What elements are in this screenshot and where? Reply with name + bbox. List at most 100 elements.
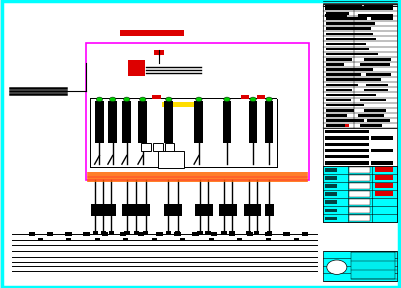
- Bar: [123, 238, 128, 241]
- Bar: [229, 231, 235, 235]
- Bar: [345, 124, 349, 127]
- Bar: [325, 168, 337, 172]
- Bar: [134, 231, 139, 235]
- Bar: [326, 124, 349, 127]
- Bar: [326, 48, 369, 50]
- Bar: [371, 161, 393, 165]
- Bar: [325, 209, 337, 212]
- Bar: [326, 78, 381, 81]
- Bar: [375, 191, 393, 196]
- Bar: [326, 12, 349, 15]
- Circle shape: [96, 97, 103, 102]
- Bar: [326, 89, 352, 91]
- Bar: [266, 238, 271, 241]
- Bar: [241, 95, 249, 99]
- Bar: [284, 232, 290, 236]
- Bar: [325, 5, 362, 10]
- Bar: [246, 231, 251, 235]
- Circle shape: [109, 97, 116, 102]
- Bar: [247, 232, 253, 236]
- Bar: [192, 232, 199, 236]
- Bar: [267, 231, 272, 235]
- Bar: [326, 63, 344, 66]
- Bar: [349, 183, 370, 189]
- Bar: [229, 232, 235, 236]
- Bar: [325, 177, 337, 180]
- Bar: [325, 14, 347, 17]
- Bar: [221, 231, 227, 235]
- Bar: [367, 119, 390, 122]
- Bar: [108, 101, 117, 143]
- Bar: [375, 183, 393, 188]
- Bar: [101, 232, 108, 236]
- Bar: [174, 232, 181, 236]
- Bar: [325, 155, 369, 158]
- Bar: [371, 17, 393, 20]
- Bar: [141, 204, 150, 216]
- Bar: [323, 251, 397, 281]
- Bar: [195, 204, 205, 216]
- Bar: [326, 7, 364, 10]
- Bar: [109, 231, 114, 235]
- Bar: [349, 167, 370, 173]
- Bar: [90, 99, 91, 168]
- Circle shape: [140, 97, 146, 102]
- Circle shape: [196, 97, 202, 102]
- Bar: [323, 4, 397, 6]
- Bar: [375, 167, 393, 173]
- Bar: [152, 238, 156, 241]
- Bar: [326, 73, 361, 76]
- Bar: [364, 5, 393, 9]
- Bar: [197, 231, 203, 235]
- Bar: [120, 30, 184, 36]
- Bar: [122, 101, 131, 143]
- Bar: [203, 204, 213, 216]
- Bar: [358, 14, 393, 17]
- Bar: [364, 7, 393, 10]
- Bar: [29, 232, 35, 236]
- Bar: [364, 109, 386, 111]
- Bar: [265, 101, 273, 143]
- Bar: [164, 101, 173, 143]
- Bar: [90, 167, 277, 168]
- Bar: [323, 166, 397, 222]
- Bar: [360, 99, 386, 101]
- Bar: [364, 58, 391, 60]
- Bar: [326, 94, 376, 96]
- Bar: [141, 143, 151, 151]
- Bar: [371, 136, 393, 140]
- Bar: [325, 143, 369, 146]
- Bar: [366, 73, 391, 76]
- Circle shape: [166, 97, 172, 102]
- Bar: [277, 99, 278, 168]
- Bar: [86, 43, 309, 180]
- Bar: [122, 204, 132, 216]
- Bar: [325, 200, 337, 204]
- Bar: [223, 101, 231, 143]
- Bar: [95, 238, 99, 241]
- Bar: [349, 199, 370, 205]
- Bar: [211, 232, 217, 236]
- Bar: [107, 204, 116, 216]
- Bar: [294, 238, 299, 241]
- Bar: [326, 84, 358, 86]
- Bar: [153, 143, 163, 151]
- Bar: [326, 104, 364, 107]
- Bar: [358, 114, 384, 117]
- Bar: [326, 109, 354, 111]
- Bar: [325, 149, 369, 152]
- Bar: [254, 231, 259, 235]
- Bar: [375, 175, 393, 181]
- Bar: [323, 6, 397, 128]
- Circle shape: [124, 97, 130, 102]
- Bar: [227, 204, 237, 216]
- Bar: [143, 231, 148, 235]
- Bar: [326, 99, 351, 101]
- Bar: [154, 50, 164, 55]
- Bar: [326, 114, 346, 117]
- Bar: [47, 232, 53, 236]
- Bar: [326, 119, 364, 122]
- Bar: [252, 204, 261, 216]
- Bar: [326, 43, 366, 45]
- Bar: [371, 149, 393, 152]
